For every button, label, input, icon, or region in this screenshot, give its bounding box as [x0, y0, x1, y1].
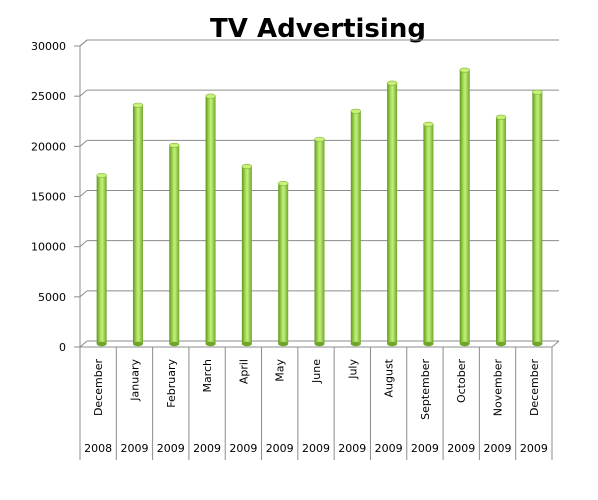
bar	[205, 96, 216, 344]
x-year-label: 2009	[266, 442, 294, 455]
bar	[532, 92, 543, 344]
x-category-label: November	[492, 359, 505, 417]
bar	[169, 145, 180, 344]
x-year-label: 2009	[338, 442, 366, 455]
plot-area: 0 5000 10000 15000 20000 25000 30000 December Ja…	[31, 39, 560, 460]
x-category-label: October	[455, 359, 468, 403]
bar	[459, 70, 470, 344]
y-tick-label: 20000	[31, 140, 66, 153]
gridline-depth	[79, 190, 88, 197]
y-tick-label: 0	[59, 341, 66, 354]
bar	[496, 117, 507, 344]
bar-top	[423, 121, 434, 127]
bar	[423, 124, 434, 345]
bar-base	[423, 341, 434, 347]
bar-base	[96, 341, 107, 347]
bar	[278, 183, 289, 344]
gridline-depth	[79, 39, 88, 47]
x-category-label: December	[528, 359, 541, 417]
bar-top	[532, 89, 543, 95]
bar-top	[386, 80, 398, 86]
x-category-label: February	[165, 359, 178, 408]
y-tick-label: 25000	[31, 90, 66, 103]
bar-top	[96, 172, 107, 178]
x-category-label: April	[237, 359, 250, 384]
x-year-label: 2009	[484, 442, 512, 455]
x-year-label: 2009	[157, 442, 185, 455]
x-category-label: January	[128, 359, 141, 402]
bar	[241, 166, 252, 344]
bar-base	[350, 341, 361, 347]
x-category-label: September	[419, 359, 432, 420]
bar-base	[278, 341, 289, 347]
y-tick-label: 30000	[31, 40, 66, 53]
bar	[350, 111, 361, 344]
bar-base	[532, 341, 543, 347]
gridline-depth	[79, 139, 88, 147]
bar-top	[459, 67, 471, 73]
bar	[314, 139, 325, 344]
x-year-label: 2009	[120, 442, 148, 455]
x-category-label: July	[346, 359, 359, 380]
bar-base	[387, 341, 398, 347]
x-year-label: 2009	[375, 442, 403, 455]
x-category-label: March	[201, 359, 214, 393]
bar	[132, 105, 143, 344]
chart-title: TV Advertising	[210, 14, 426, 44]
bar-top	[168, 142, 180, 148]
bar-top	[205, 93, 216, 99]
x-category-label: May	[274, 359, 287, 382]
floor-right-edge	[551, 340, 560, 348]
gridline-depth	[79, 240, 88, 248]
x-year-label: 2009	[229, 442, 257, 455]
y-tick-label: 5000	[38, 291, 66, 304]
bar-top	[495, 114, 507, 120]
x-year-label: 2009	[520, 442, 548, 455]
bar-base	[205, 341, 216, 347]
bar-top	[350, 108, 362, 114]
y-tick-label: 15000	[31, 191, 66, 204]
bar-base	[459, 341, 470, 347]
bar-top	[314, 136, 325, 142]
x-category-label: December	[92, 359, 105, 417]
bar-top	[132, 102, 144, 108]
gridline-depth	[79, 89, 88, 97]
bar	[387, 83, 398, 344]
bar-base	[169, 341, 180, 347]
gridline-depth	[79, 340, 88, 348]
bar-top	[277, 180, 289, 186]
bar-base	[314, 341, 325, 347]
x-year-label: 2009	[193, 442, 221, 455]
x-year-label: 2009	[411, 442, 439, 455]
x-category-label: August	[383, 358, 396, 397]
x-category-label: June	[310, 359, 323, 384]
x-year-label: 2009	[302, 442, 330, 455]
x-year-label: 2009	[447, 442, 475, 455]
x-year-label: 2008	[84, 442, 112, 455]
bar-base	[241, 341, 252, 347]
bar	[96, 175, 107, 344]
bar-base	[496, 341, 507, 347]
gridline-depth	[79, 290, 88, 298]
y-tick-label: 10000	[31, 241, 66, 254]
bar-top	[241, 163, 253, 169]
bar-base	[132, 341, 143, 347]
